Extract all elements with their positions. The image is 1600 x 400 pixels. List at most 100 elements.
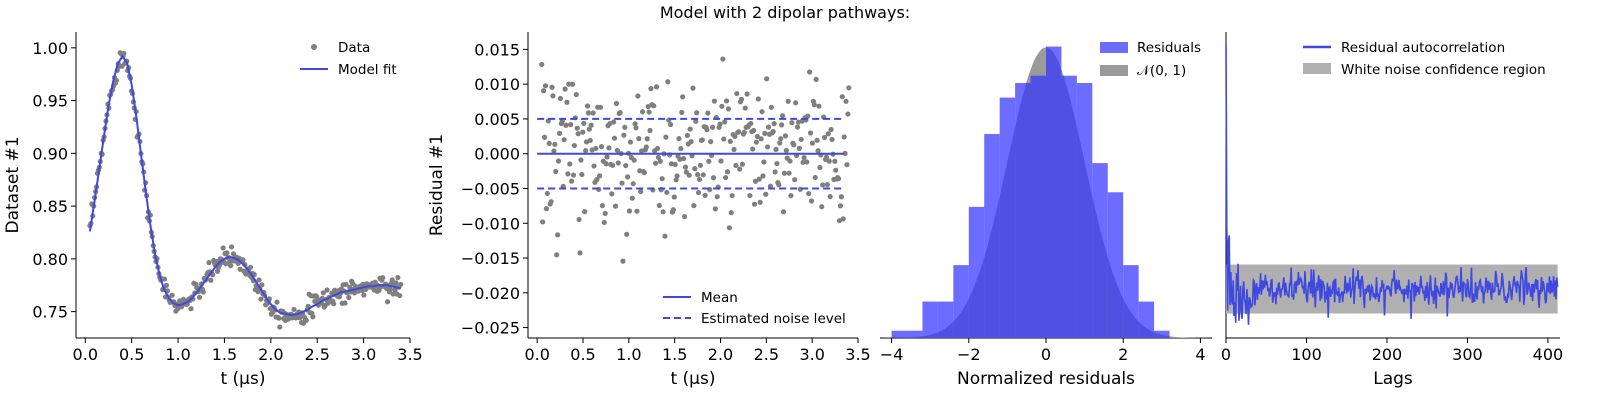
histogram-bar [1123,265,1139,338]
residual-point [780,209,787,215]
histogram-bar [1154,330,1170,338]
legend-autocorrelation-label: Residual autocorrelation [1341,40,1505,56]
data-point [342,300,348,306]
x-tick-label: 0 [1221,345,1231,364]
residual-point [798,136,804,143]
x-tick-label: 0.5 [119,345,144,364]
residual-point [580,129,586,135]
residual-point [664,189,670,195]
residual-point [733,162,739,169]
y-tick-label: 0.000 [474,145,520,164]
y-tick-label: 0.75 [32,303,68,322]
residual-point [825,131,831,137]
residual-point [541,134,548,140]
histogram-bar [968,206,985,338]
residual-point [670,207,676,213]
data-point [258,296,264,302]
residual-point [635,93,641,99]
residual-point [653,160,659,166]
residual-point [615,160,621,166]
residual-point [594,176,600,183]
residual-point [756,176,762,182]
residual-point [574,125,580,131]
data-point [361,292,367,298]
data-point [397,292,403,299]
residual-point [722,119,728,125]
y-tick-label: −0.015 [461,249,520,268]
residual-point [823,154,830,160]
panel-autocorrelation: 0 100 200 300 400 Lags Residual autocorrelatio… [1221,32,1563,389]
residual-point [826,158,832,164]
residual-point [699,137,705,143]
data-point [331,301,337,307]
x-tick-label: 3.5 [397,345,422,364]
residual-point [708,139,714,145]
residual-point [759,109,765,115]
residual-point [597,173,603,179]
x-tick-label: 0.5 [570,345,595,364]
residual-point [641,170,648,176]
residual-point [622,124,628,130]
residual-point [829,136,835,143]
residual-point [602,210,608,217]
residual-point [554,252,560,258]
residual-point [549,84,555,90]
residual-point [585,110,592,116]
residual-point [692,166,698,172]
data-point [346,294,352,301]
residual-point [587,137,593,144]
residual-point [700,172,706,178]
residual-point [575,131,581,137]
residual-point [591,163,597,169]
x-tick-label: 0.0 [73,345,98,364]
residual-point [827,194,833,200]
histogram-bars [891,46,1170,338]
residual-point [744,91,750,97]
data-point [213,258,220,264]
y-tick-label: 0.015 [474,40,520,59]
residual-point [676,136,682,142]
residual-point [751,201,758,207]
residual-point [627,139,634,145]
y-tick-label: −0.005 [461,179,520,198]
residual-point [723,98,730,104]
residual-point [653,84,660,90]
residual-point [625,174,631,180]
x-tick-label: 0.0 [524,345,549,364]
residual-point [776,182,782,188]
residual-point [555,232,561,238]
residual-point [723,174,729,181]
data-point [380,275,386,281]
histogram-bar [999,97,1016,338]
residual-point [624,231,630,237]
residual-point [586,126,592,132]
data-points [87,50,404,330]
residual-point [751,127,757,134]
residual-point [729,192,735,199]
residual-point [819,204,825,210]
residual-point [748,120,754,127]
residual-point [786,170,792,176]
residual-point [792,177,798,183]
x-tick-label: 2.0 [258,345,283,364]
residual-point [807,69,813,75]
histogram-bar [891,330,908,338]
residual-point [613,100,620,107]
residual-point [832,158,838,164]
legend-confidence-swatch [1303,63,1331,74]
residual-point [765,124,772,130]
residual-point [562,86,568,92]
residual-point [555,158,562,164]
residual-point [734,90,740,97]
residual-point [614,147,620,154]
residual-point [709,124,716,130]
figure-title: Model with 2 dipolar pathways: [660,3,910,22]
residual-point [681,214,688,220]
x-axis-label: t (µs) [670,369,715,389]
residual-point [610,162,616,168]
residual-point [606,145,612,151]
residual-point [632,121,638,127]
residual-point [725,106,732,112]
histogram-bar [1046,46,1062,338]
data-point [303,317,309,323]
